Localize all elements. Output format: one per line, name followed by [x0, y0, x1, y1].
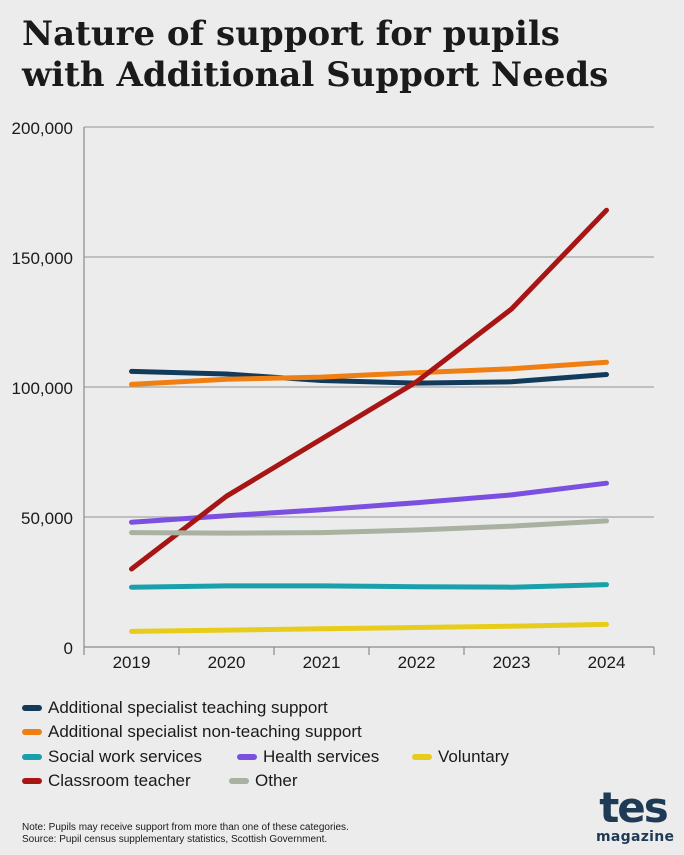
legend-swatch [22, 754, 42, 760]
legend-label: Health services [263, 747, 380, 766]
y-tick-label: 150,000 [12, 249, 73, 268]
series-line-health-services [129, 480, 609, 525]
y-tick-label: 0 [64, 639, 73, 658]
series-line-additional-specialist-teaching-support [129, 368, 609, 386]
series-line-additional-specialist-non-teaching-support [129, 359, 609, 387]
x-tick-label: 2019 [113, 653, 151, 672]
series-line-social-work-services [129, 582, 609, 590]
legend-swatch [22, 729, 42, 735]
legend-label: Classroom teacher [48, 771, 191, 790]
legend-item: Social work services [22, 747, 202, 767]
series-line-voluntary [129, 621, 609, 634]
line-chart: 0 50,000 100,000 150,000 200,000 2019 2020 2021… [12, 119, 655, 672]
y-tick-label: 200,000 [12, 119, 73, 138]
legend-item: Additional specialist non-teaching suppo… [22, 722, 362, 742]
footnote: Note: Pupils may receive support from mo… [22, 822, 349, 846]
source-line: Source: Pupil census supplementary stati… [22, 834, 328, 845]
legend-label: Additional specialist teaching support [48, 698, 328, 717]
x-tick-label: 2021 [303, 653, 341, 672]
legend-label: Other [255, 771, 298, 790]
series-line-other [129, 518, 609, 536]
legend-swatch [229, 778, 249, 784]
note-line: Note: Pupils may receive support from mo… [22, 822, 349, 833]
legend-item: Classroom teacher [22, 771, 191, 791]
x-tick-label: 2023 [493, 653, 531, 672]
chart-title: Nature of support for pupils with Additi… [22, 14, 662, 96]
logo-wordmark: tes [599, 783, 669, 832]
tes-magazine-logo: tes magazine [596, 783, 675, 848]
legend-item: Voluntary [412, 747, 509, 767]
series-line-classroom-teacher [129, 207, 609, 572]
chart-title-line-1: Nature of support for pupils [22, 14, 560, 54]
legend-item: Additional specialist teaching support [22, 698, 328, 718]
y-tick-label: 50,000 [21, 509, 73, 528]
x-tick-label: 2024 [588, 653, 626, 672]
legend-swatch [22, 705, 42, 711]
logo-subtitle: magazine [596, 829, 675, 845]
legend-swatch [237, 754, 257, 760]
legend-swatch [412, 754, 432, 760]
legend-item: Other [229, 771, 298, 791]
legend-label: Additional specialist non-teaching suppo… [48, 722, 362, 741]
x-tick-label: 2020 [208, 653, 246, 672]
legend-label: Social work services [48, 747, 202, 766]
legend-label: Voluntary [438, 747, 509, 766]
legend-swatch [22, 778, 42, 784]
legend-item: Health services [237, 747, 379, 767]
chart-title-line-2: with Additional Support Needs [22, 55, 609, 95]
y-tick-label: 100,000 [12, 379, 73, 398]
x-tick-label: 2022 [398, 653, 436, 672]
